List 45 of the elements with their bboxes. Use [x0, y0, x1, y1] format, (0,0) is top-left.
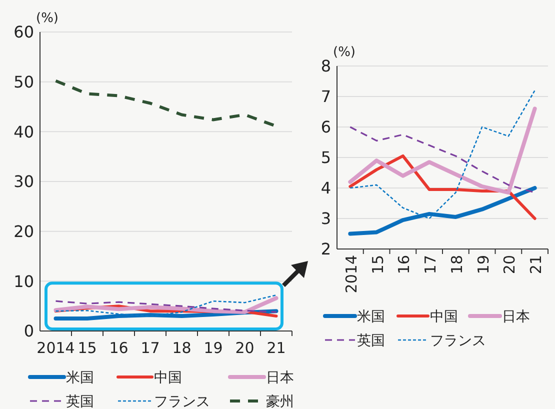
x-tick-label: 15 — [78, 339, 97, 357]
x-tick-label: 17 — [140, 339, 160, 357]
y-tick-label: 4 — [320, 178, 331, 198]
y-tick-label: 20 — [14, 222, 34, 241]
legend-label: 米国 — [357, 308, 385, 325]
legend-label: フランス — [154, 394, 210, 409]
y-axis-title: (%) — [333, 45, 356, 60]
y-tick-label: 50 — [14, 72, 34, 92]
x-tick-label: 2014 — [36, 339, 75, 357]
x-tick-label: 20 — [235, 339, 254, 357]
x-tick-label: 20 — [500, 255, 519, 274]
x-tick-label: 15 — [368, 255, 387, 274]
x-tick-label: 16 — [395, 255, 414, 274]
legend-label: フランス — [430, 332, 486, 349]
legend-label: 英国 — [357, 332, 385, 349]
x-tick-label: 18 — [448, 255, 466, 274]
legend-label: 日本 — [266, 370, 294, 386]
x-tick-label: 19 — [474, 255, 492, 274]
x-tick-label: 16 — [109, 339, 128, 357]
legend-label: 豪州 — [266, 394, 294, 409]
y-tick-label: 30 — [14, 172, 34, 192]
legend-label: 中国 — [154, 370, 182, 386]
y-tick-label: 0 — [24, 322, 34, 341]
legend-label: 日本 — [502, 308, 530, 325]
line-series — [348, 106, 537, 195]
legend-label: 英国 — [66, 394, 94, 409]
x-tick-label: 18 — [172, 339, 192, 357]
legend-label: 中国 — [430, 308, 458, 325]
x-tick-label: 2014 — [342, 255, 360, 294]
y-axis-title: (%) — [36, 11, 58, 26]
x-tick-label: 17 — [422, 255, 440, 274]
y-tick-label: 6 — [320, 118, 331, 137]
y-tick-label: 60 — [14, 22, 34, 42]
y-tick-label: 3 — [320, 209, 331, 228]
line-series — [54, 300, 278, 313]
y-tick-label: 5 — [320, 148, 331, 168]
y-tick-label: 10 — [14, 272, 34, 291]
y-tick-label: 7 — [320, 87, 331, 106]
legend-label: 米国 — [66, 370, 94, 386]
x-tick-label: 19 — [204, 339, 223, 357]
x-tick-label: 21 — [266, 339, 286, 357]
y-tick-label: 2 — [320, 240, 331, 259]
y-tick-label: 40 — [14, 122, 34, 142]
x-tick-label: 21 — [527, 255, 546, 274]
y-tick-label: 8 — [320, 56, 331, 76]
